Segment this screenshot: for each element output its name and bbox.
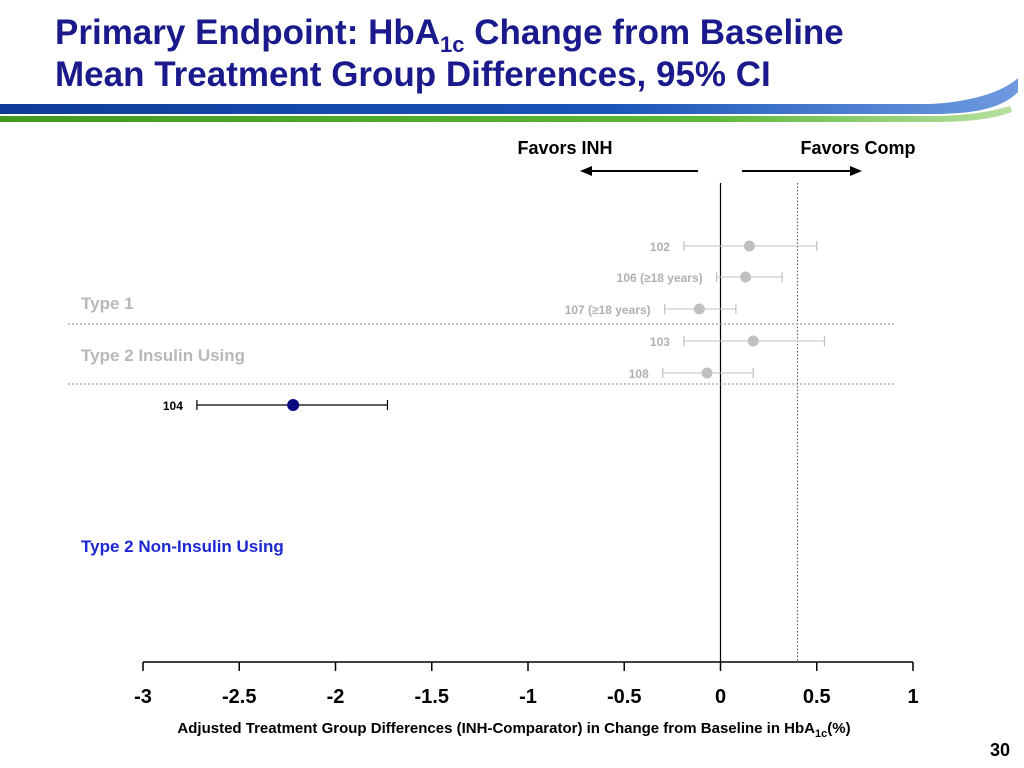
x-tick-label: -0.5 — [607, 686, 641, 708]
study-row: 107 (≥18 years) — [565, 303, 737, 317]
title-line2: Mean Treatment Group Differences, 95% CI — [55, 55, 771, 94]
study-row: 106 (≥18 years) — [617, 271, 783, 285]
point-estimate — [287, 399, 300, 411]
x-axis-label-main: Adjusted Treatment Group Differences (IN… — [177, 720, 815, 737]
favors-right-arrow-head — [850, 166, 862, 176]
x-axis-label-unit: (%) — [827, 720, 850, 737]
point-estimate — [693, 303, 705, 315]
favors-left-label: Favors INH — [517, 138, 612, 158]
x-tick-label: -1.5 — [415, 686, 449, 708]
study-label: 102 — [650, 240, 670, 254]
favors-right-label: Favors Comp — [800, 138, 915, 158]
study-label: 103 — [650, 335, 670, 349]
x-tick-label: 0 — [715, 686, 726, 708]
study-label: 106 (≥18 years) — [617, 271, 703, 285]
banner-blue-swoosh — [0, 78, 1018, 114]
study-row: 102 — [650, 240, 818, 254]
point-estimate — [743, 240, 755, 252]
x-tick-label: 0.5 — [803, 686, 831, 708]
header-banner — [0, 78, 1018, 122]
study-label: 107 (≥18 years) — [565, 303, 651, 317]
x-axis-label-sub: 1c — [815, 728, 827, 740]
point-estimate — [740, 271, 752, 283]
study-row: 103 — [650, 335, 826, 349]
x-tick-label: -2.5 — [222, 686, 256, 708]
title-line1-sub: 1c — [440, 32, 465, 57]
page-number: 30 — [989, 740, 1010, 760]
title-line1-pre: Primary Endpoint: HbA — [55, 13, 441, 52]
study-row: 104 — [163, 399, 389, 413]
study-label: 104 — [163, 399, 183, 413]
x-tick-label: -2 — [327, 686, 345, 708]
banner-green-stripe — [0, 106, 1012, 122]
x-tick-label: 1 — [907, 686, 918, 708]
title-line1-post: Change from Baseline — [464, 13, 844, 52]
point-estimate — [701, 367, 713, 379]
study-row: 108 — [629, 367, 754, 381]
group-label: Type 1 — [81, 294, 134, 313]
study-label: 108 — [629, 367, 649, 381]
x-tick-label: -1 — [519, 686, 537, 708]
x-tick-label: -3 — [134, 686, 152, 708]
point-estimate — [747, 335, 759, 347]
group-label: Type 2 Non-Insulin Using — [81, 537, 284, 556]
group-label: Type 2 Insulin Using — [81, 346, 245, 365]
slide-title: Primary Endpoint: HbA1c Change from Base… — [55, 12, 844, 96]
favors-left-arrow-head — [580, 166, 592, 176]
x-axis-label: Adjusted Treatment Group Differences (IN… — [177, 720, 850, 740]
